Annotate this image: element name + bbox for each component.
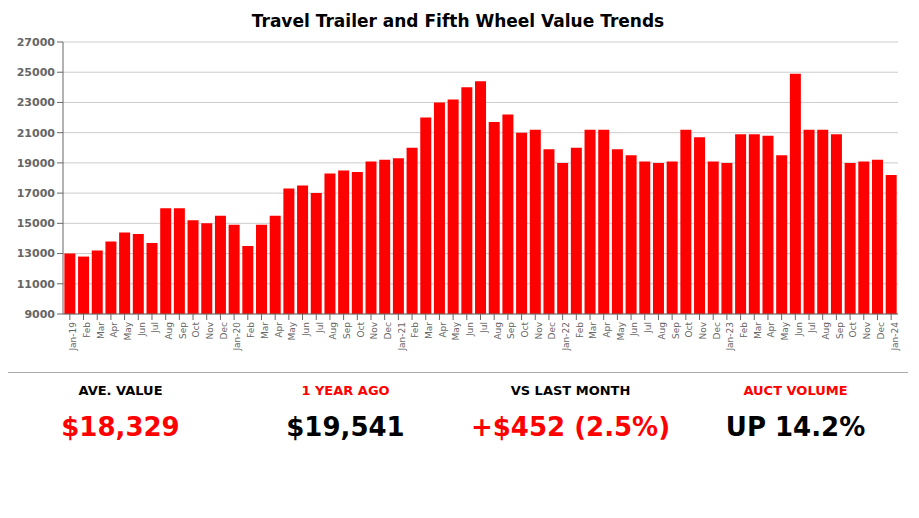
svg-text:Nov: Nov <box>205 321 215 339</box>
svg-text:Jul: Jul <box>150 322 160 334</box>
svg-text:May: May <box>287 321 297 340</box>
svg-text:May: May <box>452 321 462 340</box>
html-text:$18,329: $18,329 <box>61 412 180 442</box>
svg-text:Oct: Oct <box>684 322 694 338</box>
svg-text:Nov: Nov <box>698 321 708 339</box>
html-text:AVE. VALUE: AVE. VALUE <box>78 383 163 398</box>
svg-text:Jun: Jun <box>794 322 804 337</box>
svg-text:Jun: Jun <box>301 322 311 337</box>
svg-text:May: May <box>780 321 790 340</box>
svg-text:Apr: Apr <box>438 322 448 338</box>
svg-text:Mar: Mar <box>753 322 763 339</box>
svg-text:Feb: Feb <box>575 322 585 338</box>
html-text:1 YEAR AGO: 1 YEAR AGO <box>301 383 390 398</box>
svg-text:17000: 17000 <box>17 187 56 200</box>
svg-text:Aug: Aug <box>493 322 503 340</box>
svg-text:Feb: Feb <box>82 322 92 338</box>
svg-text:Sep: Sep <box>506 322 516 339</box>
svg-text:Jun: Jun <box>137 322 147 337</box>
svg-text:Mar: Mar <box>424 322 434 339</box>
svg-text:Apr: Apr <box>766 322 776 338</box>
svg-text:Feb: Feb <box>739 322 749 338</box>
svg-text:Dec: Dec <box>383 322 393 339</box>
svg-text:Dec: Dec <box>547 322 557 339</box>
svg-text:9000: 9000 <box>24 308 55 321</box>
svg-text:Jul: Jul <box>315 322 325 334</box>
svg-text:Dec: Dec <box>712 322 722 339</box>
html-text:+$452 (2.5%): +$452 (2.5%) <box>471 412 670 442</box>
svg-text:Oct: Oct <box>520 322 530 338</box>
svg-text:Sep: Sep <box>835 322 845 339</box>
svg-text:Jul: Jul <box>807 322 817 334</box>
svg-text:13000: 13000 <box>17 247 56 260</box>
svg-text:Jul: Jul <box>643 322 653 334</box>
svg-text:Apr: Apr <box>109 322 119 338</box>
svg-text:19000: 19000 <box>17 157 56 170</box>
svg-text:Jan-21: Jan-21 <box>397 322 407 352</box>
svg-text:27000: 27000 <box>17 36 56 49</box>
svg-text:Jan-23: Jan-23 <box>725 322 735 352</box>
svg-text:Dec: Dec <box>876 322 886 339</box>
svg-text:11000: 11000 <box>17 278 56 291</box>
svg-text:Aug: Aug <box>657 322 667 340</box>
svg-text:Mar: Mar <box>96 322 106 339</box>
html-text:VS LAST MONTH: VS LAST MONTH <box>510 383 631 398</box>
svg-text:Sep: Sep <box>342 322 352 339</box>
svg-text:Jan-19: Jan-19 <box>68 322 78 352</box>
svg-text:Feb: Feb <box>246 322 256 338</box>
svg-text:Nov: Nov <box>534 321 544 339</box>
svg-text:Oct: Oct <box>848 322 858 338</box>
svg-text:Jan-20: Jan-20 <box>232 322 242 352</box>
svg-text:Jan-22: Jan-22 <box>561 322 571 352</box>
html-text:AUCT VOLUME: AUCT VOLUME <box>743 383 848 398</box>
svg-text:May: May <box>123 321 133 340</box>
svg-text:15000: 15000 <box>17 217 56 230</box>
svg-text:Apr: Apr <box>274 322 284 338</box>
svg-text:Oct: Oct <box>356 322 366 338</box>
svg-text:21000: 21000 <box>17 127 56 140</box>
svg-text:Jul: Jul <box>479 322 489 334</box>
svg-text:Jun: Jun <box>465 322 475 337</box>
svg-text:Apr: Apr <box>602 322 612 338</box>
svg-text:Sep: Sep <box>671 322 681 339</box>
svg-text:Jan-24: Jan-24 <box>890 322 900 352</box>
svg-text:Mar: Mar <box>588 322 598 339</box>
html-text:Travel Trailer and Fifth Wheel: Travel Trailer and Fifth Wheel Value Tre… <box>251 11 665 31</box>
svg-text:Sep: Sep <box>178 322 188 339</box>
html-text:$19,541: $19,541 <box>286 412 405 442</box>
svg-text:Aug: Aug <box>164 322 174 340</box>
svg-text:May: May <box>616 321 626 340</box>
svg-text:Aug: Aug <box>328 322 338 340</box>
svg-text:Aug: Aug <box>821 322 831 340</box>
svg-text:23000: 23000 <box>17 96 56 109</box>
svg-text:Mar: Mar <box>260 322 270 339</box>
svg-text:25000: 25000 <box>17 66 56 79</box>
svg-text:Dec: Dec <box>219 322 229 339</box>
svg-text:Oct: Oct <box>191 322 201 338</box>
svg-text:Nov: Nov <box>862 321 872 339</box>
svg-text:Jun: Jun <box>629 322 639 337</box>
svg-text:Nov: Nov <box>369 321 379 339</box>
svg-text:Feb: Feb <box>410 322 420 338</box>
html-text:UP 14.2%: UP 14.2% <box>725 412 866 442</box>
